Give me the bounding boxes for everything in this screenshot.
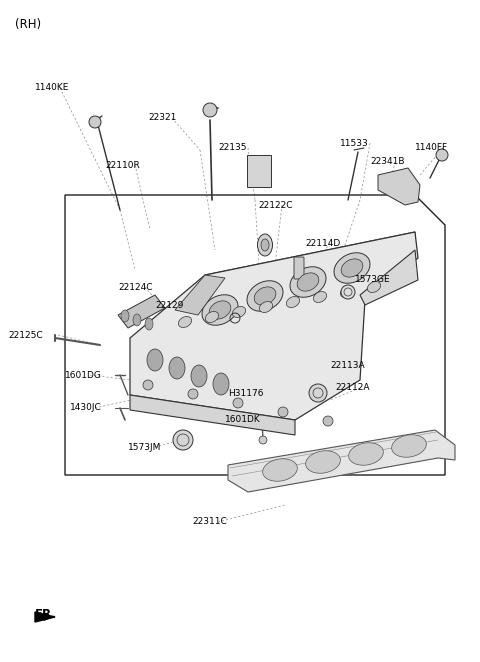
- Ellipse shape: [297, 273, 319, 291]
- Ellipse shape: [340, 287, 354, 297]
- Ellipse shape: [334, 253, 370, 283]
- Text: 22311C: 22311C: [192, 518, 227, 526]
- Polygon shape: [360, 250, 418, 305]
- Polygon shape: [378, 168, 420, 205]
- Ellipse shape: [145, 318, 153, 330]
- Text: 1601DK: 1601DK: [225, 416, 261, 424]
- Polygon shape: [228, 430, 455, 492]
- Ellipse shape: [341, 259, 363, 277]
- Circle shape: [188, 389, 198, 399]
- Ellipse shape: [147, 349, 163, 371]
- Text: 22114D: 22114D: [305, 238, 340, 248]
- Ellipse shape: [257, 234, 273, 256]
- Ellipse shape: [232, 307, 246, 318]
- Circle shape: [436, 149, 448, 161]
- Circle shape: [259, 436, 267, 444]
- Circle shape: [143, 380, 153, 390]
- Circle shape: [323, 416, 333, 426]
- FancyBboxPatch shape: [294, 257, 304, 279]
- Text: 1430JC: 1430JC: [70, 404, 102, 412]
- Ellipse shape: [263, 459, 297, 481]
- Ellipse shape: [306, 451, 340, 473]
- Circle shape: [233, 398, 243, 408]
- FancyBboxPatch shape: [247, 155, 271, 187]
- Ellipse shape: [367, 281, 381, 293]
- Text: 1573JM: 1573JM: [128, 442, 161, 451]
- Text: 22124C: 22124C: [118, 283, 153, 291]
- Text: 22122C: 22122C: [258, 201, 292, 209]
- Text: 22110R: 22110R: [105, 160, 140, 169]
- Ellipse shape: [287, 297, 300, 308]
- Polygon shape: [118, 295, 165, 328]
- Ellipse shape: [191, 365, 207, 387]
- Text: 11533: 11533: [340, 138, 369, 148]
- Ellipse shape: [179, 316, 192, 328]
- Polygon shape: [35, 612, 55, 622]
- Text: 1140FF: 1140FF: [415, 144, 448, 152]
- Text: (RH): (RH): [15, 18, 41, 31]
- Text: H31176: H31176: [228, 389, 264, 397]
- Ellipse shape: [254, 287, 276, 305]
- Text: 22135: 22135: [218, 144, 247, 152]
- Text: 22112A: 22112A: [335, 383, 370, 393]
- Ellipse shape: [392, 435, 426, 457]
- Text: 1573GE: 1573GE: [355, 275, 391, 285]
- Circle shape: [203, 103, 217, 117]
- Circle shape: [309, 384, 327, 402]
- Text: 1601DG: 1601DG: [65, 371, 102, 379]
- Ellipse shape: [121, 310, 129, 322]
- Ellipse shape: [213, 373, 229, 395]
- Ellipse shape: [348, 443, 384, 465]
- Text: 1140KE: 1140KE: [35, 83, 70, 93]
- Circle shape: [278, 407, 288, 417]
- Circle shape: [341, 285, 355, 299]
- Circle shape: [89, 116, 101, 128]
- Ellipse shape: [290, 267, 326, 297]
- Text: FR.: FR.: [35, 608, 57, 622]
- Ellipse shape: [205, 312, 218, 322]
- Polygon shape: [130, 232, 418, 420]
- Ellipse shape: [209, 301, 231, 319]
- Ellipse shape: [202, 295, 238, 325]
- Ellipse shape: [133, 314, 141, 326]
- Text: 22321: 22321: [148, 113, 176, 122]
- Ellipse shape: [313, 291, 326, 303]
- Polygon shape: [175, 275, 225, 315]
- Text: 22125C: 22125C: [8, 330, 43, 340]
- Ellipse shape: [261, 239, 269, 251]
- Text: 22341B: 22341B: [370, 158, 405, 167]
- Polygon shape: [195, 232, 415, 342]
- Text: 22113A: 22113A: [330, 361, 365, 369]
- Circle shape: [173, 430, 193, 450]
- Ellipse shape: [169, 357, 185, 379]
- Ellipse shape: [247, 281, 283, 311]
- Text: 22129: 22129: [155, 301, 183, 310]
- Ellipse shape: [259, 301, 273, 312]
- Polygon shape: [130, 395, 295, 435]
